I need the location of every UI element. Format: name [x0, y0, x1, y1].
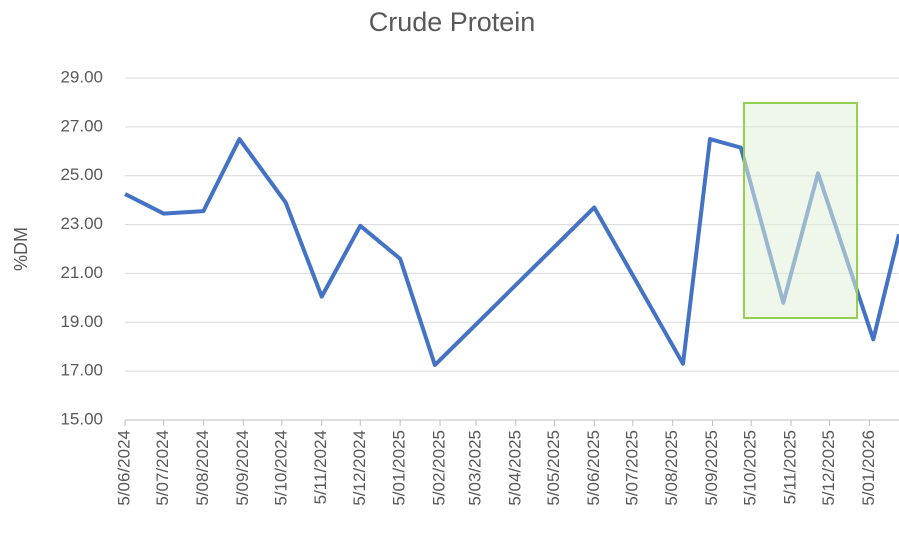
x-tick-label: 5/09/2024 — [233, 430, 252, 506]
x-tick-label: 5/11/2024 — [311, 430, 330, 504]
x-tick-label: 5/08/2025 — [662, 430, 681, 506]
x-tick-label: 5/02/2025 — [429, 430, 448, 506]
x-tick-label: 5/05/2025 — [544, 430, 563, 506]
x-tick-label: 5/07/2025 — [622, 430, 641, 506]
x-tick-label: 5/07/2024 — [153, 430, 172, 506]
x-tick-label: 5/09/2025 — [702, 430, 721, 506]
y-tick-label: 15.00 — [60, 409, 103, 428]
x-tick-label: 5/06/2024 — [114, 430, 133, 506]
x-tick-label: 5/01/2025 — [390, 430, 409, 506]
chart-title: Crude Protein — [369, 7, 536, 37]
x-tick-label: 5/01/2026 — [859, 430, 878, 506]
x-tick-label: 5/03/2025 — [465, 430, 484, 506]
x-tick-label: 5/10/2024 — [271, 430, 290, 506]
x-tick-label: 5/08/2024 — [193, 430, 212, 506]
plot-area: 15.00 17.00 19.00 21.00 23.00 25.00 27.00 29.00… — [60, 67, 899, 506]
y-tick-label: 27.00 — [60, 116, 103, 135]
x-tick-label: 5/12/2024 — [350, 430, 369, 506]
highlight-box — [743, 102, 858, 319]
x-tick-label: 5/12/2025 — [819, 430, 838, 506]
x-tick-label: 5/04/2025 — [505, 430, 524, 506]
y-tick-label: 23.00 — [60, 214, 103, 233]
y-axis-label: %DM — [11, 227, 31, 271]
y-tick-label: 19.00 — [60, 312, 103, 331]
x-tick-label: 5/10/2025 — [741, 430, 760, 506]
x-tick-label: 5/06/2025 — [584, 430, 603, 506]
y-tick-label: 17.00 — [60, 361, 103, 380]
y-tick-label: 25.00 — [60, 165, 103, 184]
x-tick-label: 5/11/2025 — [780, 430, 799, 504]
y-tick-label: 29.00 — [60, 67, 103, 86]
y-tick-label: 21.00 — [60, 263, 103, 282]
